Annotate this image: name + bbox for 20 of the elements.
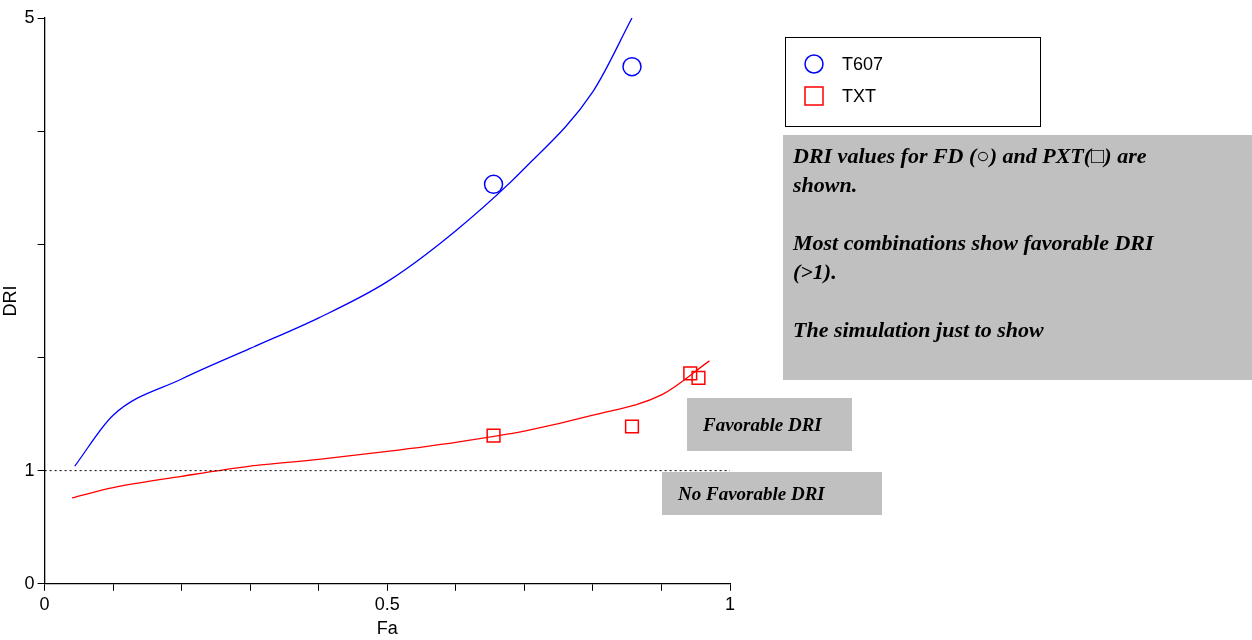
x-tick-label: 1 [724, 593, 736, 614]
y-tick-label: 1 [24, 459, 35, 480]
point [624, 419, 640, 434]
y-tick-label: 5 [24, 6, 35, 27]
point [622, 56, 642, 77]
y-axis-title: DRI [0, 285, 20, 317]
note-box: No Favorable DRI [662, 472, 882, 515]
point [483, 174, 504, 195]
legend-label: TXT [842, 85, 876, 107]
legend-label: T607 [842, 53, 884, 75]
point [683, 366, 698, 381]
y-tick-label: 0 [24, 572, 35, 593]
note-box: DRI values for FD (○) and PXT(□) are shown. Most combinations show favorable DRI (>1). The simulation just to show [783, 135, 1252, 380]
point [691, 370, 706, 385]
x-tick-label: 0.5 [374, 593, 400, 614]
x-axis-title: Fa [376, 618, 399, 639]
line-series [74, 18, 633, 467]
note-box: Favorable DRI [687, 398, 852, 451]
x-tick-label: 0 [39, 593, 50, 614]
point [486, 428, 501, 443]
